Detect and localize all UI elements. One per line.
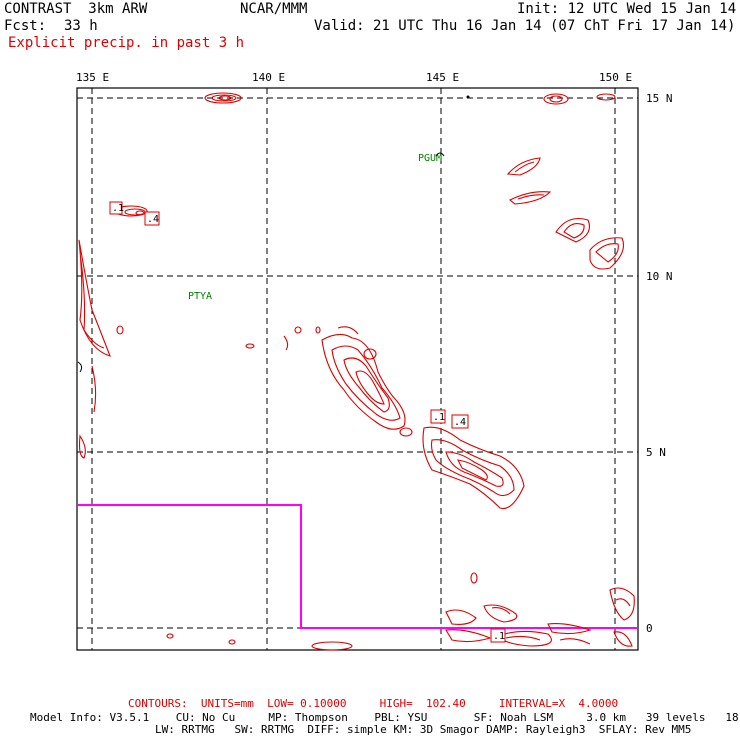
contour-label: .1 xyxy=(112,203,124,214)
valid-time: Valid: 21 UTC Thu 16 Jan 14 (07 ChT Fri … xyxy=(314,18,736,34)
forecast-label: Fcst: xyxy=(4,18,47,34)
model-info-line2: LW: RRTMG SW: RRTMG DIFF: simple KM: 3D … xyxy=(155,723,692,736)
forecast-hour: 33 h xyxy=(64,18,98,34)
coastline-guam xyxy=(435,152,445,157)
map-frame xyxy=(76,87,639,651)
lat-label: 15 N xyxy=(646,92,673,105)
island-marker xyxy=(466,95,470,99)
contour-label: .1 xyxy=(493,631,505,642)
lon-label: 150 E xyxy=(599,71,632,84)
contour-label: .4 xyxy=(454,417,466,428)
lat-lon-grid xyxy=(77,88,638,650)
init-time: Init: 12 UTC Wed 15 Jan 14 xyxy=(517,1,737,17)
lat-label: 5 N xyxy=(646,446,666,459)
model-info-line1: Model Info: V3.5.1 CU: No Cu MP: Thompso… xyxy=(30,711,740,724)
contour-label: .4 xyxy=(147,214,159,225)
coastline-west xyxy=(77,361,83,373)
lon-label: 140 E xyxy=(252,71,285,84)
contour-info: CONTOURS: UNITS=mm LOW= 0.10000 HIGH= 10… xyxy=(128,697,619,710)
lon-label: 145 E xyxy=(426,71,459,84)
station-pgum: PGUM xyxy=(418,153,442,164)
contour-label: .1 xyxy=(433,412,445,423)
contour-labels: .1 .4 .1 .4 .1 xyxy=(109,201,506,643)
station-markers: PGUM PTYA xyxy=(188,153,442,302)
station-ptya: PTYA xyxy=(188,291,212,302)
lat-label: 10 N xyxy=(646,270,673,283)
precip-contours xyxy=(78,92,635,651)
field-title: Explicit precip. in past 3 h xyxy=(8,35,245,51)
lon-label: 135 E xyxy=(76,71,109,84)
lat-label: 0 xyxy=(646,622,653,635)
institution-label: NCAR/MMM xyxy=(240,1,308,17)
model-title: CONTRAST 3km ARW xyxy=(4,1,148,17)
nest-domain-boundary xyxy=(77,504,638,629)
